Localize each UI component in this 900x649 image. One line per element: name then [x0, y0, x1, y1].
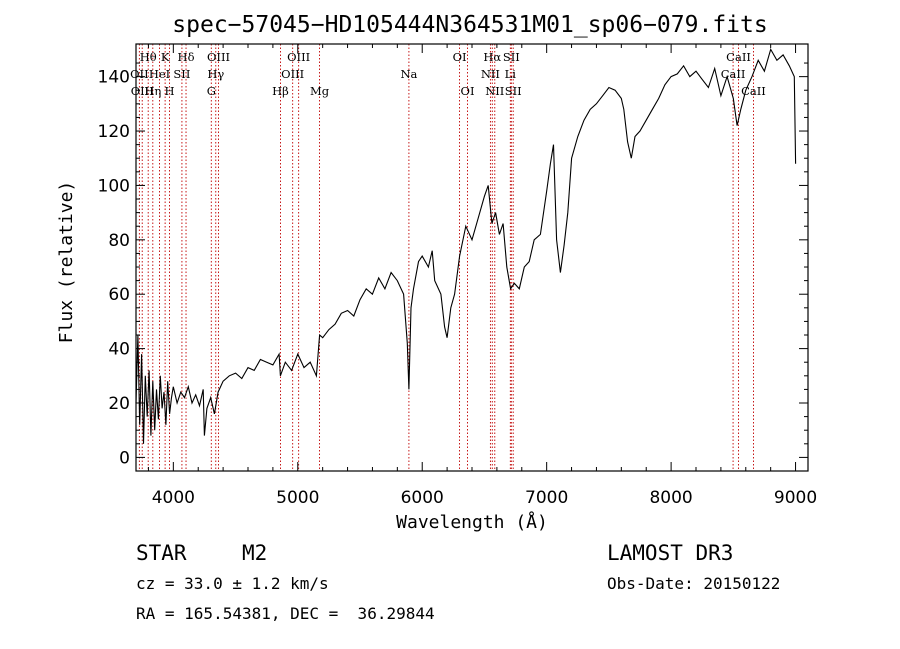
spectral-line-label: H	[164, 84, 174, 98]
y-tick-label: 40	[108, 340, 130, 360]
spectral-line-label: CaII	[726, 50, 751, 64]
chart-title: spec−57045−HD105444N364531M01_sp06−079.f…	[172, 12, 767, 38]
spectral-line-label: CaII	[721, 67, 746, 81]
x-tick-labels: 4000 5000 6000 7000 8000 9000	[152, 488, 817, 508]
x-tick-label: 6000	[401, 488, 444, 508]
x-tick-label: 9000	[774, 488, 817, 508]
axis-ticks	[136, 44, 808, 471]
spectral-line-label: G	[207, 84, 216, 98]
x-tick-label: 5000	[276, 488, 319, 508]
x-axis-label: Wavelength (Å)	[396, 511, 548, 533]
spectral-line-label: Li	[505, 67, 517, 81]
plot-frame	[135, 43, 809, 472]
spectral-line-label: NII	[481, 67, 500, 81]
y-tick-label: 140	[98, 68, 130, 88]
spectral-line-label: Hβ	[272, 84, 289, 98]
spectral-line-label: Hδ	[178, 50, 195, 64]
y-tick-label: 120	[98, 122, 130, 142]
spectral-line-label: NII	[485, 84, 504, 98]
spectral-line-label: SII	[505, 84, 522, 98]
spectral-line-label: Hγ	[207, 67, 224, 81]
spectral-line-label: SII	[173, 67, 190, 81]
spectral-line-label: Hα	[483, 50, 501, 64]
y-tick-label: 0	[119, 448, 130, 468]
redshift-info: cz = 33.0 ± 1.2 km/s	[136, 574, 329, 593]
spectral-line-label: OIII	[287, 50, 310, 64]
y-tick-label: 100	[98, 176, 130, 196]
object-class: STAR	[136, 541, 187, 565]
coordinates-info: RA = 165.54381, DEC = 36.29844	[136, 604, 435, 623]
spectral-line-label: K	[161, 50, 170, 64]
spectral-line-label: Hθ	[140, 50, 157, 64]
spectral-line-markers	[138, 44, 754, 471]
x-tick-label: 4000	[152, 488, 195, 508]
x-tick-label: 8000	[649, 488, 692, 508]
spectral-line-label: OIII	[207, 50, 230, 64]
observation-date: Obs-Date: 20150122	[607, 574, 780, 593]
spectral-line-label: Hη	[144, 84, 161, 98]
y-tick-labels: 0 20 40 60 80 100 120 140	[98, 68, 130, 469]
spectral-line-label: Na	[400, 67, 417, 81]
object-subclass: M2	[242, 541, 267, 565]
spectral-line-label: OI	[453, 50, 467, 64]
y-tick-label: 80	[108, 231, 130, 251]
x-tick-label: 7000	[525, 488, 568, 508]
flux-series-line	[135, 47, 797, 444]
survey-name: LAMOST DR3	[607, 541, 733, 565]
spectral-line-label: SII	[503, 50, 520, 64]
spectral-line-label: OII	[130, 67, 149, 81]
spectral-line-label: OI	[461, 84, 475, 98]
y-axis-label: Flux (relative)	[56, 181, 77, 344]
y-tick-label: 60	[108, 285, 130, 305]
spectral-line-label: HeI	[149, 67, 170, 81]
spectral-line-label: Mg	[310, 84, 330, 98]
spectral-line-label: OIII	[281, 67, 304, 81]
y-tick-label: 20	[108, 394, 130, 414]
